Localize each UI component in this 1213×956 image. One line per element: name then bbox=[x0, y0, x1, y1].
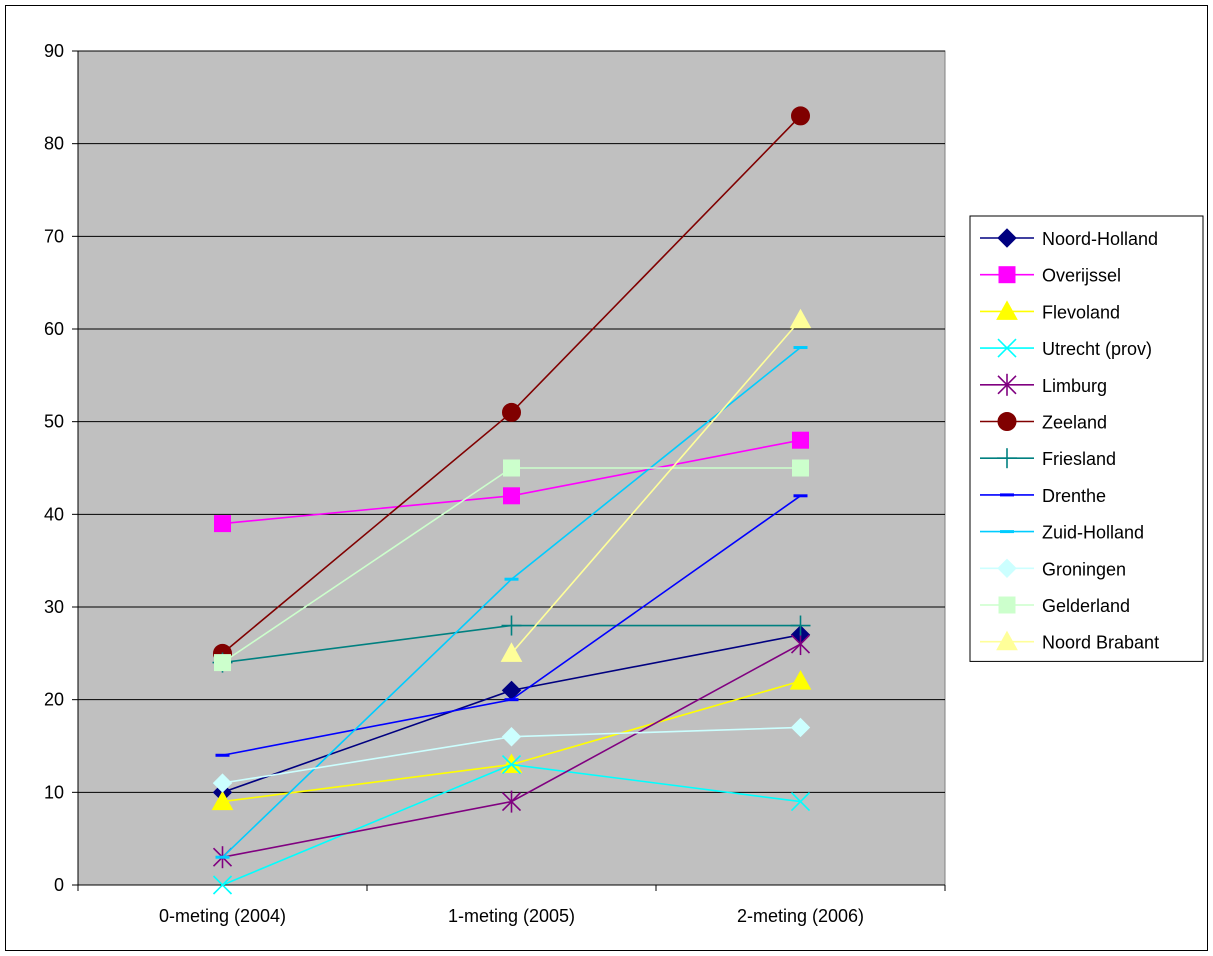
legend: Noord-Holland Overijssel Flevoland Utrecht … bbox=[969, 215, 1204, 662]
legend-marker bbox=[996, 630, 1018, 651]
legend-label: Flevoland bbox=[1042, 302, 1120, 322]
data-point-utrecht-prov bbox=[501, 754, 522, 775]
data-point-overijssel bbox=[792, 431, 809, 449]
data-point-flevoland bbox=[211, 790, 234, 811]
series-groningen bbox=[212, 717, 811, 793]
legend-marker bbox=[997, 412, 1017, 431]
legend-item-zuid-holland: Zuid-Holland bbox=[980, 523, 1144, 543]
x-tick-label: 1-meting (2005) bbox=[448, 906, 575, 926]
y-tick-label: 70 bbox=[44, 226, 64, 246]
legend-item-zeeland: Zeeland bbox=[980, 412, 1107, 433]
legend-marker bbox=[998, 596, 1016, 614]
data-point-groningen bbox=[790, 717, 811, 738]
legend-item-noord-brabant: Noord Brabant bbox=[980, 630, 1159, 653]
y-tick-label: 60 bbox=[44, 319, 64, 339]
legend-marker bbox=[997, 228, 1017, 248]
series-noord-brabant bbox=[500, 308, 812, 662]
series-lines bbox=[211, 106, 812, 895]
legend-item-gelderland: Gelderland bbox=[980, 596, 1130, 616]
series-gelderland bbox=[214, 459, 809, 672]
legend-label: Groningen bbox=[1042, 559, 1126, 579]
x-tick-label: 0-meting (2004) bbox=[159, 906, 286, 926]
legend-marker bbox=[997, 448, 1017, 469]
data-point-friesland bbox=[790, 615, 811, 636]
chart-frame: 0 10 20 30 40 50 60 70 80 90 0-meting (2004) 1-meti… bbox=[5, 5, 1208, 951]
x-tick-label: 2-meting (2006) bbox=[737, 906, 864, 926]
y-tick-label: 10 bbox=[44, 782, 64, 802]
data-point-limburg bbox=[501, 790, 522, 813]
legend-label: Overijssel bbox=[1042, 266, 1121, 286]
legend-item-groningen: Groningen bbox=[980, 558, 1126, 579]
series-utrecht-prov bbox=[212, 754, 811, 895]
legend-marker bbox=[998, 266, 1016, 284]
legend-marker bbox=[996, 300, 1018, 320]
legend-label: Utrecht (prov) bbox=[1042, 339, 1152, 359]
data-point-limburg bbox=[790, 633, 811, 656]
legend-label: Zeeland bbox=[1042, 413, 1107, 433]
data-point-groningen bbox=[212, 773, 233, 793]
series-drenthe bbox=[215, 494, 808, 757]
data-point-zeeland bbox=[502, 402, 521, 422]
y-tick-label: 40 bbox=[44, 504, 64, 524]
legend-label: Noord-Holland bbox=[1042, 229, 1158, 249]
y-tick-label: 80 bbox=[44, 134, 64, 154]
legend-label: Drenthe bbox=[1042, 486, 1106, 506]
legend-label: Gelderland bbox=[1042, 596, 1130, 616]
data-point-gelderland bbox=[214, 654, 231, 672]
legend-label: Limburg bbox=[1042, 376, 1107, 396]
data-point-flevoland bbox=[789, 670, 812, 690]
legend-marker bbox=[997, 373, 1017, 396]
legend-label: Zuid-Holland bbox=[1042, 523, 1144, 543]
series-zuid-holland bbox=[215, 346, 808, 859]
legend-item-flevoland: Flevoland bbox=[980, 300, 1120, 322]
legend-item-noord-holland: Noord-Holland bbox=[980, 228, 1158, 249]
data-point-gelderland bbox=[503, 459, 520, 477]
data-point-overijssel bbox=[503, 487, 520, 505]
data-point-friesland bbox=[501, 615, 522, 636]
y-tick-label: 90 bbox=[44, 41, 64, 61]
series-overijssel bbox=[214, 431, 809, 533]
legend-marker bbox=[997, 338, 1017, 358]
data-point-utrecht-prov bbox=[790, 792, 811, 812]
y-tick-label: 0 bbox=[54, 875, 64, 895]
line-chart: 0 10 20 30 40 50 60 70 80 90 0-meting (2004) 1-meti… bbox=[44, 41, 1204, 926]
y-tick-label: 50 bbox=[44, 412, 64, 432]
data-point-groningen bbox=[501, 727, 522, 747]
data-point-overijssel bbox=[214, 515, 231, 533]
legend-marker bbox=[997, 558, 1017, 579]
y-tick-label: 30 bbox=[44, 597, 64, 617]
data-point-gelderland bbox=[792, 459, 809, 477]
legend-box bbox=[969, 215, 1204, 662]
y-tick-label: 20 bbox=[44, 690, 64, 710]
legend-item-limburg: Limburg bbox=[980, 373, 1107, 396]
legend-item-utrecht-prov: Utrecht (prov) bbox=[980, 338, 1152, 359]
legend-label: Friesland bbox=[1042, 449, 1116, 469]
data-point-zeeland bbox=[791, 106, 810, 126]
legend-item-friesland: Friesland bbox=[980, 448, 1116, 469]
legend-item-drenthe: Drenthe bbox=[980, 486, 1106, 506]
data-point-noord-brabant bbox=[789, 308, 812, 329]
axes: 0 10 20 30 40 50 60 70 80 90 0-meting (2004) 1-meti… bbox=[44, 41, 946, 926]
series-line-noord-brabant bbox=[510, 319, 802, 654]
data-point-utrecht-prov bbox=[212, 875, 233, 895]
legend-label: Noord Brabant bbox=[1042, 633, 1159, 653]
data-point-noord-brabant bbox=[500, 642, 523, 662]
legend-item-overijssel: Overijssel bbox=[980, 266, 1121, 286]
